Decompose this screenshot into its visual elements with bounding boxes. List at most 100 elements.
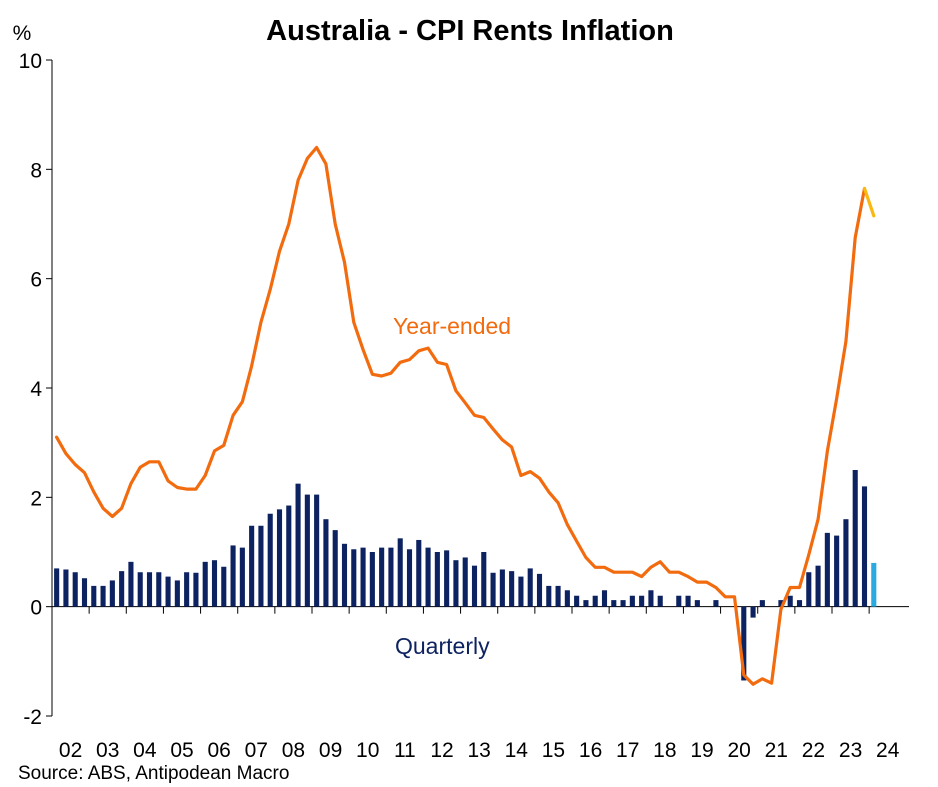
- quarterly-bar: [128, 561, 134, 607]
- quarterly-bar: [536, 573, 543, 607]
- x-tick-label: 14: [505, 739, 529, 762]
- x-tick-label: 07: [245, 739, 268, 762]
- quarterly-bar: [286, 505, 292, 607]
- x-tick-label: 20: [727, 739, 750, 762]
- quarterly-bar: [295, 483, 301, 607]
- quarterly-bar: [351, 549, 357, 607]
- source-note: Source: ABS, Antipodean Macro: [18, 763, 289, 784]
- quarterly-bar: [109, 580, 115, 607]
- quarterly-bar: [304, 494, 310, 607]
- quarterly-bars: [54, 470, 877, 681]
- quarterly-bar: [639, 595, 645, 607]
- quarterly-bar: [91, 585, 97, 607]
- annotation-quarterly: Quarterly: [395, 633, 490, 659]
- quarterly-bar: [425, 547, 431, 607]
- quarterly-bar: [806, 572, 812, 607]
- quarterly-bar: [694, 600, 700, 607]
- quarterly-bar: [601, 590, 608, 607]
- quarterly-bar: [211, 560, 218, 607]
- x-tick-label: 08: [282, 739, 305, 762]
- y-tick-label: 8: [30, 159, 42, 182]
- quarterly-bar: [583, 600, 589, 607]
- quarterly-bar: [834, 535, 840, 607]
- quarterly-bar: [759, 600, 765, 607]
- axes: [46, 59, 909, 717]
- quarterly-bar: [796, 600, 803, 607]
- quarterly-bar: [369, 552, 375, 607]
- quarterly-bar: [146, 572, 153, 607]
- quarterly-bar: [314, 494, 320, 607]
- x-tick-label: 21: [765, 739, 788, 762]
- y-tick-label: 0: [30, 597, 42, 620]
- quarterly-bar: [527, 568, 533, 607]
- quarterly-bar: [852, 470, 858, 607]
- quarterly-bar: [629, 595, 635, 607]
- quarterly-bar: [434, 552, 440, 607]
- x-tick-label: 03: [96, 739, 119, 762]
- quarterly-bar: [490, 572, 496, 607]
- year-ended-latest-line: [862, 186, 876, 218]
- quarterly-bar: [397, 538, 403, 607]
- x-tick-label: 15: [542, 739, 565, 762]
- year-ended-line: [54, 145, 867, 686]
- quarterly-bar: [471, 565, 478, 607]
- quarterly-bar: [871, 562, 877, 607]
- quarterly-bar: [54, 568, 60, 607]
- quarterly-bar: [267, 513, 273, 607]
- x-tick-label: 04: [133, 739, 157, 762]
- quarterly-bar: [676, 595, 682, 607]
- quarterly-bar: [824, 532, 830, 607]
- quarterly-bar: [193, 572, 199, 607]
- quarterly-bar: [332, 530, 338, 607]
- quarterly-bar: [230, 545, 236, 607]
- quarterly-bar: [156, 572, 162, 607]
- x-tick-label: 18: [653, 739, 676, 762]
- y-tick-label: 2: [30, 487, 42, 510]
- quarterly-bar: [843, 519, 849, 607]
- quarterly-bar: [611, 600, 617, 607]
- year-ended-lines: [54, 145, 876, 686]
- quarterly-bar: [444, 550, 450, 607]
- x-tick-label: 13: [467, 739, 490, 762]
- quarterly-bar: [574, 595, 580, 607]
- quarterly-bar: [174, 580, 180, 607]
- x-tick-label: 09: [319, 739, 342, 762]
- quarterly-bar: [592, 595, 598, 607]
- x-tick-label: 19: [690, 739, 713, 762]
- quarterly-bar: [239, 547, 245, 607]
- y-tick-labels: 10 8 6 4 2 0 -2: [19, 50, 43, 729]
- x-tick-label: 05: [170, 739, 193, 762]
- x-tick-label: 11: [394, 739, 416, 762]
- x-tick-label: 02: [59, 739, 82, 762]
- quarterly-bar: [750, 606, 756, 618]
- quarterly-bar: [81, 578, 88, 607]
- quarterly-bar: [72, 572, 78, 607]
- quarterly-bar: [481, 552, 487, 607]
- quarterly-bar: [564, 590, 570, 607]
- quarterly-bar: [323, 519, 329, 607]
- quarterly-bar: [137, 572, 143, 607]
- quarterly-bar: [453, 560, 459, 607]
- annotation-year-ended: Year-ended: [393, 313, 511, 339]
- quarterly-bar: [815, 565, 821, 607]
- x-tick-label: 22: [802, 739, 825, 762]
- quarterly-bar: [416, 539, 422, 607]
- x-tick-labels: 02 03 04 05 06 07 08 09 10 11 12 13 14 15 16 17 18 19 20 21…: [59, 739, 900, 762]
- quarterly-bar: [276, 509, 283, 607]
- quarterly-bar: [509, 571, 515, 607]
- quarterly-bar: [119, 571, 125, 607]
- quarterly-bar: [462, 557, 468, 607]
- quarterly-bar: [202, 561, 208, 607]
- quarterly-bar: [546, 585, 552, 607]
- y-axis-unit: %: [13, 22, 32, 45]
- quarterly-bar: [518, 576, 524, 607]
- quarterly-bar: [685, 595, 691, 607]
- y-tick-label: -2: [23, 706, 42, 729]
- quarterly-bar: [100, 585, 106, 607]
- quarterly-bar: [620, 600, 626, 607]
- x-tick-label: 12: [430, 739, 453, 762]
- quarterly-bar: [388, 547, 394, 607]
- quarterly-bar: [861, 486, 868, 607]
